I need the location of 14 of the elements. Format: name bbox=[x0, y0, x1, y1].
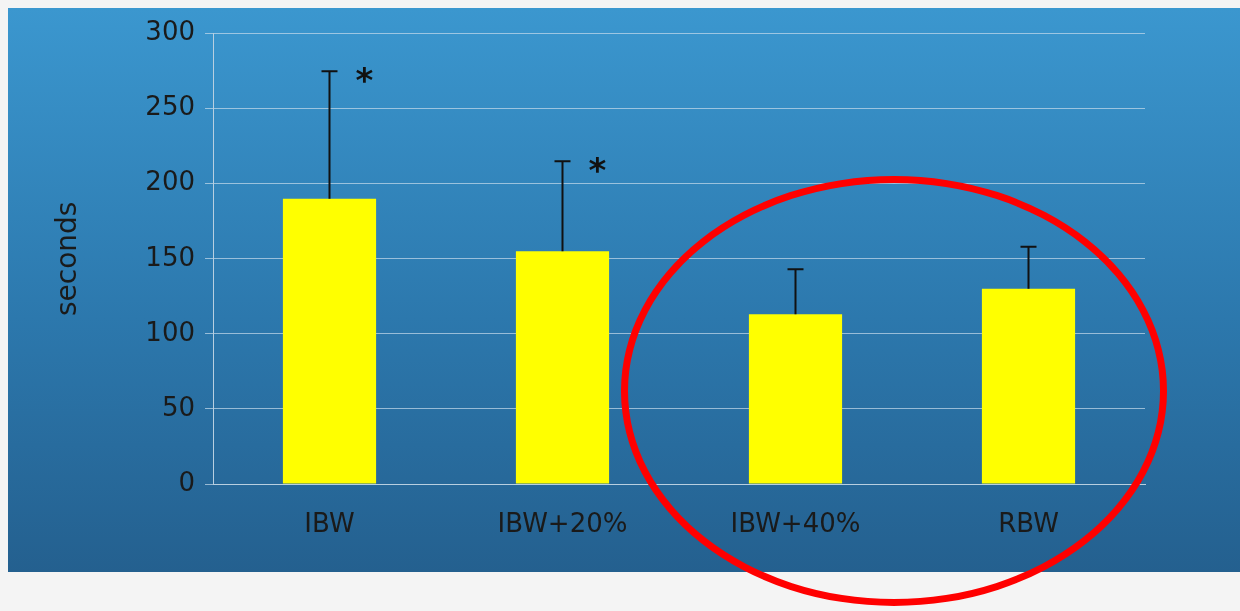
y-axis-title: seconds bbox=[50, 201, 84, 317]
annotation: * bbox=[355, 59, 374, 100]
x-tick-label: IBW+20% bbox=[497, 508, 628, 539]
x-tick-label: IBW bbox=[304, 508, 355, 539]
y-tick-label: 50 bbox=[161, 391, 195, 422]
x-tick-label: IBW+40% bbox=[730, 508, 861, 539]
y-tick-label: 0 bbox=[178, 466, 195, 497]
y-tick-label: 300 bbox=[145, 16, 195, 47]
y-tick-label: 200 bbox=[145, 166, 195, 197]
y-tick-label: 100 bbox=[145, 316, 195, 347]
annotation: * bbox=[588, 150, 607, 191]
y-tick-label: 250 bbox=[145, 91, 195, 122]
y-tick-label: 150 bbox=[145, 241, 195, 272]
x-tick-label: RBW bbox=[998, 508, 1059, 539]
